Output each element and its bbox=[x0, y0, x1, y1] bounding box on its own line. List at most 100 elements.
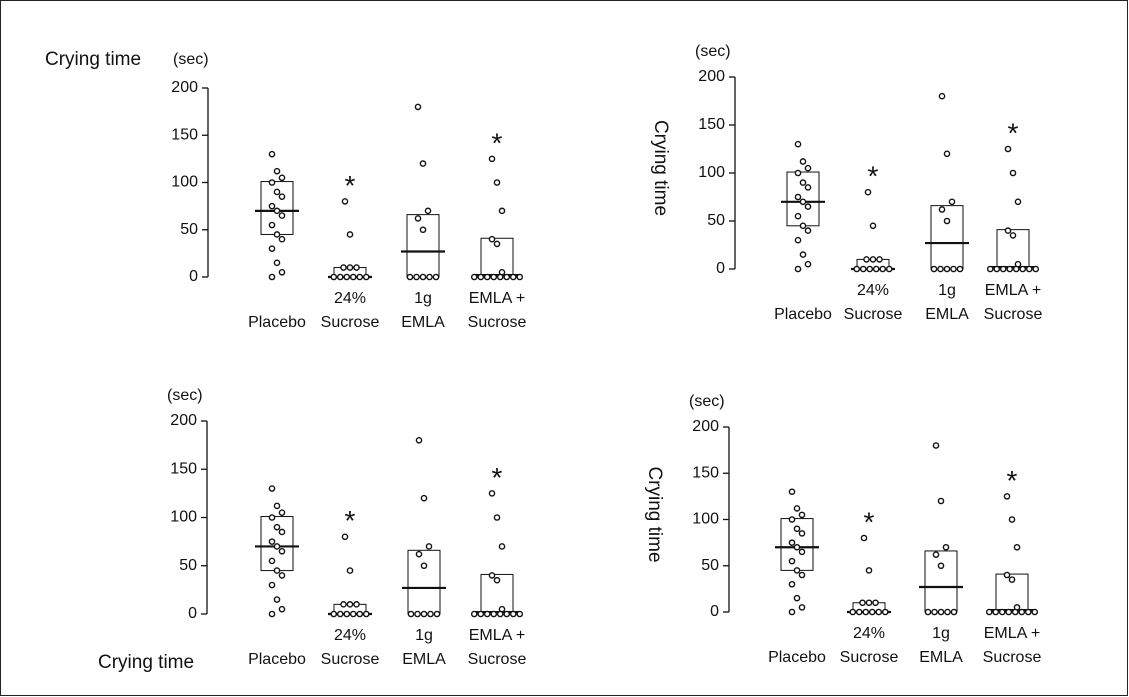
dot bbox=[872, 599, 879, 607]
dot bbox=[793, 525, 801, 533]
dot bbox=[950, 265, 957, 273]
dot bbox=[278, 193, 286, 200]
dot bbox=[869, 222, 877, 230]
dot bbox=[943, 150, 951, 158]
dot bbox=[999, 265, 1007, 273]
dot bbox=[1014, 198, 1022, 206]
dot bbox=[273, 188, 281, 196]
dot bbox=[876, 256, 883, 263]
dot bbox=[330, 273, 338, 281]
dot bbox=[799, 179, 807, 186]
dot bbox=[788, 516, 796, 523]
dot bbox=[493, 179, 501, 186]
dot bbox=[516, 610, 524, 618]
dot bbox=[793, 543, 801, 551]
x-tick-label: 24% bbox=[857, 282, 889, 299]
dot bbox=[273, 167, 281, 175]
y-tick-label: 50 bbox=[179, 557, 197, 574]
dot bbox=[341, 533, 349, 541]
dot bbox=[938, 206, 946, 213]
significance-marker: * bbox=[1007, 465, 1018, 496]
dot bbox=[937, 608, 945, 616]
y-label: Crying time bbox=[98, 652, 194, 673]
dot bbox=[930, 265, 938, 273]
dot bbox=[362, 610, 370, 618]
dot bbox=[268, 221, 276, 229]
dot bbox=[804, 203, 812, 210]
dot bbox=[798, 571, 806, 579]
x-tick-label: 1g bbox=[415, 627, 433, 644]
dot bbox=[425, 543, 433, 550]
dot bbox=[804, 184, 812, 191]
dot bbox=[937, 562, 945, 570]
dot bbox=[488, 155, 496, 163]
dot bbox=[863, 256, 870, 263]
dot bbox=[420, 562, 428, 570]
dot bbox=[924, 608, 932, 616]
dot bbox=[498, 543, 506, 550]
dot bbox=[498, 207, 506, 215]
dot bbox=[420, 494, 428, 502]
dot bbox=[793, 594, 801, 602]
dot bbox=[1024, 608, 1032, 616]
dot bbox=[868, 608, 876, 616]
y-label: Crying time bbox=[650, 120, 671, 216]
y-tick-label: 200 bbox=[698, 68, 725, 85]
y-tick-label: 150 bbox=[698, 116, 725, 133]
dot bbox=[346, 601, 354, 608]
dot bbox=[509, 610, 517, 618]
dot bbox=[793, 505, 801, 512]
y-unit: (sec) bbox=[167, 387, 203, 404]
y-label: Crying time bbox=[644, 466, 665, 562]
dot bbox=[419, 226, 427, 234]
dot bbox=[278, 605, 286, 613]
dot bbox=[798, 511, 806, 519]
x-tick-label: Sucrose bbox=[468, 651, 527, 668]
dot bbox=[937, 265, 944, 273]
y-tick-label: 200 bbox=[171, 79, 198, 96]
x-tick-label: Sucrose bbox=[468, 314, 527, 331]
y-tick-label: 100 bbox=[692, 511, 719, 528]
dot bbox=[794, 236, 802, 244]
dot bbox=[855, 608, 863, 616]
dot bbox=[278, 235, 286, 243]
dot bbox=[493, 576, 501, 584]
y-unit: (sec) bbox=[173, 51, 209, 68]
dot bbox=[273, 596, 281, 603]
dot bbox=[1006, 265, 1014, 273]
dot bbox=[938, 92, 946, 100]
dot bbox=[804, 227, 812, 234]
dot bbox=[788, 488, 796, 496]
dot bbox=[875, 608, 883, 616]
dot bbox=[343, 273, 351, 281]
dot bbox=[349, 273, 357, 281]
y-label: Crying time bbox=[45, 49, 141, 70]
dot bbox=[866, 265, 874, 273]
x-tick-label: Sucrose bbox=[844, 306, 903, 323]
dot bbox=[798, 604, 806, 611]
dot bbox=[872, 265, 880, 273]
significance-marker: * bbox=[492, 462, 503, 493]
dot bbox=[278, 174, 286, 182]
dot bbox=[419, 273, 427, 281]
dot bbox=[1003, 493, 1011, 500]
dot bbox=[340, 601, 347, 608]
dot bbox=[268, 485, 276, 492]
dot bbox=[268, 150, 276, 158]
y-tick-label: 50 bbox=[180, 221, 198, 238]
dot bbox=[493, 240, 501, 248]
y-tick-label: 150 bbox=[692, 464, 719, 481]
dot bbox=[998, 608, 1006, 616]
dot bbox=[343, 610, 351, 618]
dot bbox=[490, 610, 498, 618]
dot bbox=[1031, 608, 1039, 616]
dot bbox=[1013, 543, 1021, 551]
x-tick-label: Sucrose bbox=[321, 651, 380, 668]
y-tick-label: 100 bbox=[698, 164, 725, 181]
y-tick-label: 100 bbox=[171, 174, 198, 191]
dot bbox=[1011, 608, 1019, 616]
x-tick-label: EMLA bbox=[919, 649, 963, 666]
dot bbox=[336, 273, 344, 281]
x-tick-label: Placebo bbox=[768, 649, 826, 666]
dot bbox=[346, 264, 354, 271]
